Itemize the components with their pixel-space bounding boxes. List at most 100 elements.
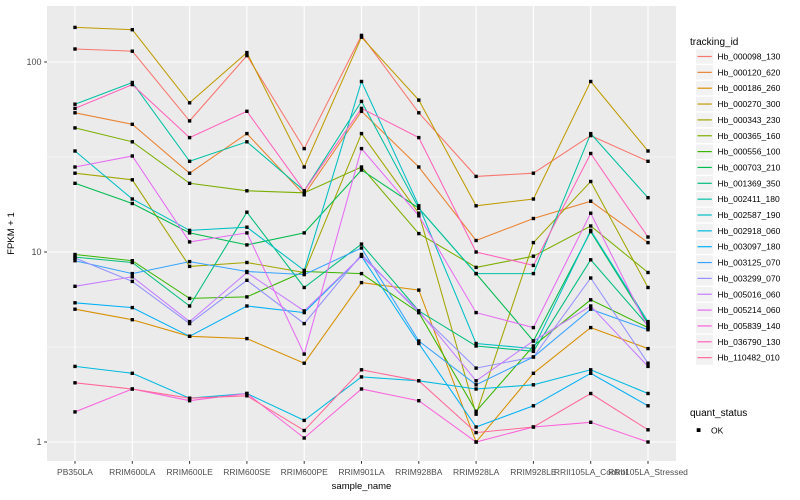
data-point-marker	[417, 211, 421, 215]
data-point-marker	[646, 159, 650, 163]
data-point-marker	[589, 325, 593, 330]
data-point-marker	[417, 339, 421, 343]
legend-entry: Hb_000270_300	[696, 96, 781, 112]
data-point-marker	[646, 240, 650, 245]
data-point-marker	[589, 391, 593, 396]
legend-entry: Hb_000365_160	[696, 128, 781, 143]
data-point-marker	[130, 28, 134, 32]
data-point-marker	[646, 361, 650, 365]
legend-entry-label: Hb_005839_140	[718, 321, 781, 331]
data-point-marker	[589, 298, 593, 302]
data-point-marker	[130, 154, 134, 158]
legend-entry-label: Hb_003125_070	[718, 258, 781, 268]
data-point-marker	[646, 321, 650, 326]
legend-entry: Hb_002918_060	[696, 223, 781, 239]
data-point-marker	[302, 285, 306, 290]
data-point-marker	[646, 235, 650, 239]
data-point-marker	[589, 368, 593, 372]
data-point-marker	[531, 325, 536, 330]
data-point-marker	[187, 181, 192, 185]
data-point-marker	[417, 214, 421, 218]
y-axis-title: FPKM + 1	[6, 212, 17, 255]
data-point-marker	[73, 381, 77, 385]
y-tick-label: 10	[31, 247, 41, 257]
data-point-marker	[646, 149, 650, 153]
legend-entry-label: Hb_036790_130	[718, 337, 781, 347]
data-point-marker	[130, 279, 134, 284]
data-point-marker	[73, 171, 77, 175]
data-point-marker	[531, 425, 536, 429]
data-point-marker	[417, 165, 421, 169]
data-point-marker	[359, 375, 364, 379]
data-point-marker	[130, 122, 134, 126]
legend-entry: Hb_000703_210	[696, 160, 781, 175]
data-point-marker	[589, 211, 593, 215]
data-point-marker	[187, 296, 192, 301]
data-point-marker	[531, 240, 536, 245]
legend-entry: Hb_002411_180	[696, 192, 780, 207]
data-point-marker	[646, 328, 650, 332]
data-point-marker	[245, 304, 249, 308]
data-point-marker	[531, 371, 536, 375]
data-point-marker	[302, 309, 306, 313]
data-point-marker	[417, 399, 421, 403]
data-point-marker	[646, 364, 650, 369]
data-point-marker	[646, 196, 650, 200]
legend-entry: Hb_000120_620	[696, 65, 781, 80]
data-point-marker	[474, 238, 478, 243]
data-point-marker	[245, 295, 249, 299]
data-point-marker	[589, 304, 593, 308]
data-point-marker	[302, 352, 306, 356]
data-point-marker	[130, 271, 134, 276]
data-point-marker	[417, 309, 421, 313]
data-point-marker	[359, 109, 364, 113]
data-point-marker	[73, 102, 77, 106]
legend-entry-label: Hb_000098_130	[718, 52, 781, 62]
data-point-marker	[417, 111, 421, 115]
data-point-marker	[187, 319, 192, 324]
data-point-marker	[474, 250, 478, 254]
x-tick-label: RRIM928LE	[510, 467, 557, 477]
data-point-marker	[474, 366, 478, 370]
data-point-marker	[589, 199, 593, 203]
data-point-marker	[130, 178, 134, 182]
x-tick-label: RRIM600LA	[109, 467, 156, 477]
x-tick-label: RRIM600PE	[281, 467, 329, 477]
data-point-marker	[474, 379, 478, 383]
legend-entry-label: Hb_000703_210	[718, 162, 781, 172]
data-point-marker	[589, 133, 593, 138]
data-point-marker	[646, 325, 650, 330]
data-point-marker	[130, 371, 134, 375]
data-point-marker	[302, 189, 306, 193]
data-point-marker	[474, 174, 478, 179]
data-point-marker	[531, 349, 536, 353]
data-point-marker	[474, 430, 478, 435]
data-point-marker	[474, 341, 478, 346]
data-point-marker	[245, 140, 249, 144]
data-point-marker	[359, 168, 364, 172]
data-point-marker	[417, 98, 421, 102]
data-point-marker	[646, 346, 650, 351]
data-point-marker	[474, 409, 478, 413]
legend-entry: Hb_003125_070	[696, 255, 781, 270]
data-point-marker	[73, 252, 77, 257]
data-point-marker	[531, 339, 536, 343]
quant-status-ok-label: OK	[711, 426, 724, 436]
data-point-marker	[417, 379, 421, 383]
data-point-marker	[245, 243, 249, 247]
data-point-marker	[187, 399, 192, 403]
data-point-marker	[245, 394, 249, 398]
ok-marker-swatch	[696, 428, 701, 432]
data-point-marker	[474, 310, 478, 315]
data-point-marker	[73, 307, 77, 311]
data-point-marker	[359, 146, 364, 151]
x-tick-label: RRII105LA_Stressed	[608, 467, 688, 477]
data-point-marker	[73, 126, 77, 130]
legend-entry-label: Hb_000186_260	[718, 83, 781, 93]
x-tick-label: RRIM600SE	[223, 467, 271, 477]
legend-entry-label: Hb_110482_010	[718, 353, 781, 363]
x-tick-label: RRII105LA_Control	[554, 467, 628, 477]
data-point-marker	[73, 301, 77, 305]
data-point-marker	[646, 319, 650, 324]
